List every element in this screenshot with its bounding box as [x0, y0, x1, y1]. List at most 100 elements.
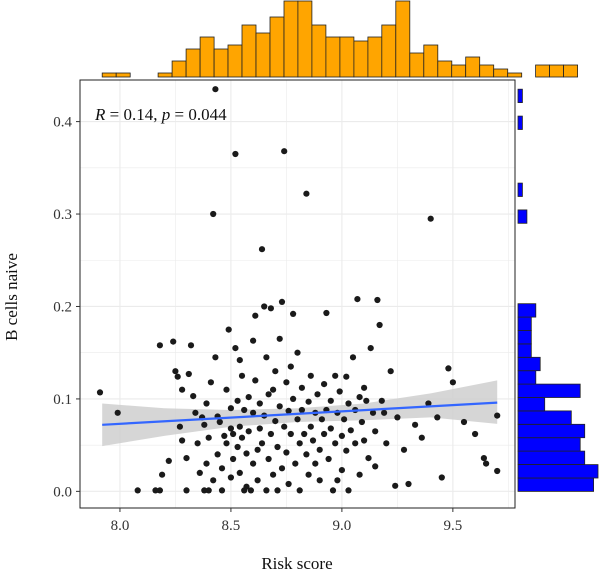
data-point [156, 487, 163, 494]
data-point [278, 465, 286, 472]
data-point [243, 450, 250, 457]
top-histogram-bar [185, 48, 201, 78]
regression-line-layer [102, 401, 498, 426]
top-histogram-bar [339, 36, 355, 78]
data-point [114, 409, 121, 416]
data-point [218, 487, 226, 494]
top-histogram-bar [311, 24, 327, 78]
data-point [254, 477, 261, 484]
x-axis-title: Risk score [261, 554, 332, 570]
data-point [183, 455, 190, 462]
grid-lines [80, 80, 515, 508]
right-histogram-bar [517, 383, 581, 398]
data-point [210, 477, 217, 484]
right-histogram-bar [517, 182, 523, 197]
data-point [223, 386, 230, 393]
data-point [238, 434, 246, 441]
data-point [472, 430, 479, 438]
data-point [194, 440, 201, 447]
right-histogram-bar [517, 88, 523, 103]
right-histogram-bar [517, 410, 572, 425]
y-tick-label: 0.3 [53, 207, 72, 223]
right-histogram-bar [517, 209, 528, 224]
data-point [270, 386, 277, 393]
data-point [494, 467, 501, 475]
data-point [281, 148, 288, 155]
data-point [376, 321, 383, 329]
data-point [183, 487, 190, 494]
top-histogram-bar [535, 64, 550, 78]
data-point [387, 368, 394, 375]
data-point [425, 400, 432, 407]
data-point [287, 363, 294, 370]
data-point [283, 379, 290, 386]
right-histogram-bar [517, 343, 532, 358]
top-histogram-bar [227, 44, 243, 78]
data-point [263, 354, 270, 361]
data-point [336, 388, 343, 395]
data-point [230, 455, 237, 463]
data-point [418, 434, 425, 441]
data-point [287, 430, 294, 438]
data-point [378, 397, 385, 404]
data-point [392, 482, 399, 489]
data-point [381, 409, 388, 416]
data-point [179, 386, 186, 393]
annotation-p-text: = 0.044 [170, 105, 227, 124]
data-point [258, 440, 266, 447]
data-point [172, 368, 179, 375]
right-histogram-bar [517, 464, 599, 479]
data-point [298, 384, 305, 391]
data-point [345, 487, 352, 494]
top-histogram-bar [283, 0, 299, 78]
data-point [332, 372, 339, 379]
data-point [321, 381, 328, 388]
data-point [258, 246, 266, 253]
top-histogram-bar [409, 52, 425, 78]
data-point [343, 373, 350, 380]
data-point [174, 373, 181, 380]
x-tick-label: 9.0 [333, 518, 352, 534]
data-point [267, 430, 274, 438]
data-point [214, 451, 221, 458]
data-point [241, 406, 248, 414]
data-point [483, 460, 490, 467]
data-point [352, 440, 359, 447]
data-point [369, 409, 377, 416]
data-point [245, 428, 252, 435]
x-tick-label: 9.5 [443, 518, 462, 534]
data-point [179, 437, 186, 444]
data-point [294, 349, 301, 356]
top-histogram-bar [367, 36, 383, 78]
data-point [372, 428, 379, 435]
data-point [185, 370, 192, 378]
data-point [312, 460, 319, 467]
data-point [243, 483, 250, 490]
data-point [234, 443, 241, 451]
data-point [254, 446, 261, 453]
data-point [245, 394, 252, 401]
data-point [236, 423, 243, 430]
top-histogram-bar [199, 36, 215, 78]
data-point [332, 440, 339, 447]
correlation-annotation: R = 0.14, p = 0.044 [94, 105, 227, 124]
y-tick-label: 0.4 [53, 115, 72, 131]
data-point [374, 296, 381, 304]
data-point [338, 467, 345, 474]
data-point [367, 345, 374, 352]
data-point [305, 471, 312, 478]
data-point [327, 425, 334, 432]
top-histogram-bar [325, 36, 341, 78]
data-point [263, 487, 270, 494]
data-point [329, 487, 337, 494]
data-point [480, 455, 487, 462]
data-point [252, 377, 259, 384]
data-point [203, 400, 210, 407]
x-tick-label: 8.0 [111, 518, 130, 534]
data-point [343, 447, 350, 454]
data-point [236, 357, 243, 364]
data-point [152, 487, 159, 494]
right-histogram-bar [517, 330, 532, 345]
right-histogram-bar [517, 370, 537, 385]
data-point [278, 298, 286, 305]
